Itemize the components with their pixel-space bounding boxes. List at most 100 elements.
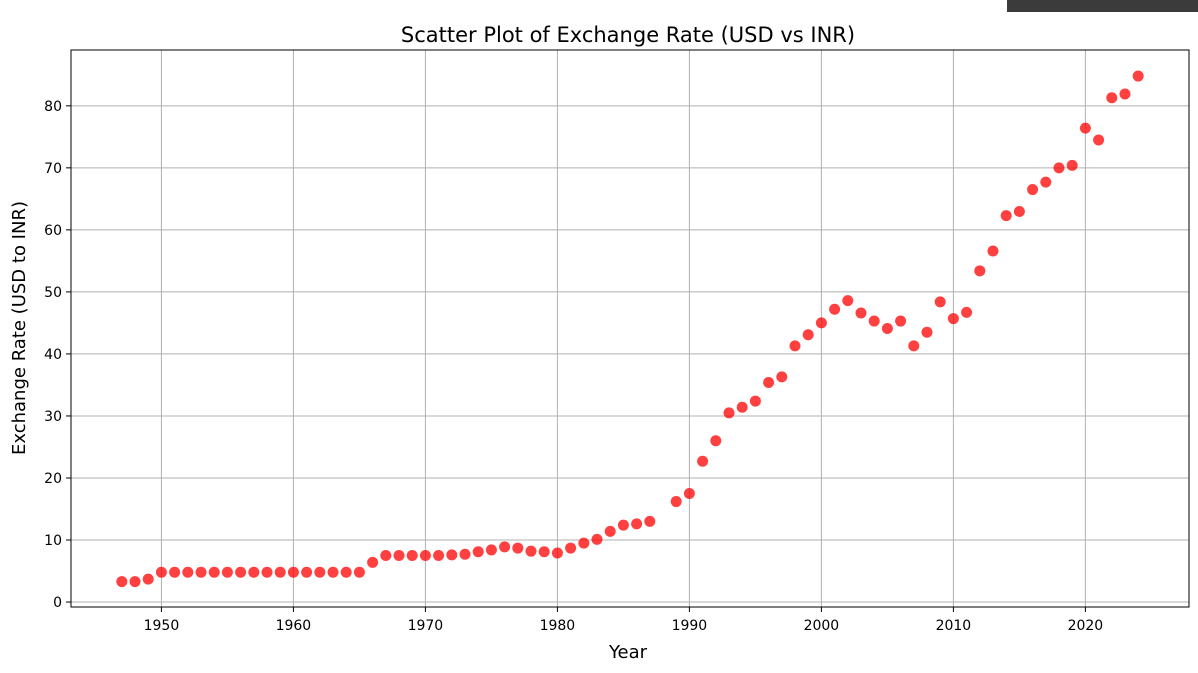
data-point (485, 544, 497, 556)
data-point (908, 340, 920, 352)
x-tick-label: 1970 (408, 618, 444, 634)
data-point (327, 566, 339, 578)
y-axis-ticks: 0 10 20 30 40 50 60 70 80 (44, 99, 71, 611)
data-point (406, 550, 418, 562)
data-point (142, 573, 154, 585)
data-point (446, 549, 458, 561)
data-point (947, 313, 959, 325)
plot-frame (70, 49, 1190, 608)
data-point (776, 371, 788, 383)
data-point (1093, 134, 1105, 146)
data-point (868, 315, 880, 327)
data-point (129, 576, 141, 588)
y-tick-label: 80 (44, 99, 62, 115)
data-point (644, 515, 656, 527)
data-point (235, 566, 247, 578)
x-tick-label: 2000 (804, 618, 840, 634)
data-point (604, 525, 616, 537)
data-point (221, 566, 233, 578)
data-point (287, 566, 299, 578)
y-tick-label: 70 (44, 161, 62, 177)
data-point (1000, 210, 1012, 222)
data-point (683, 487, 695, 499)
data-point (433, 550, 445, 562)
x-tick-label: 1990 (672, 618, 708, 634)
data-point (921, 326, 933, 338)
data-point (987, 245, 999, 257)
data-point (367, 556, 379, 568)
data-point (723, 407, 735, 419)
data-point (419, 550, 431, 562)
data-point (274, 566, 286, 578)
x-axis-ticks: 1950 1960 1970 1980 1990 2000 2010 2020 (144, 607, 1104, 634)
data-point (380, 550, 392, 562)
y-tick-label: 50 (44, 285, 62, 301)
data-point (974, 265, 986, 277)
data-point (1027, 184, 1039, 196)
data-point (670, 496, 682, 508)
data-point (314, 566, 326, 578)
data-point (749, 395, 761, 407)
data-point (1132, 70, 1144, 82)
data-point (155, 566, 167, 578)
data-point (881, 323, 893, 334)
grid-lines (71, 50, 1189, 607)
data-point (538, 546, 550, 558)
data-point (116, 576, 128, 588)
data-point (802, 329, 814, 341)
data-point (565, 542, 577, 554)
data-point (182, 566, 194, 578)
data-point (842, 295, 854, 307)
data-point (855, 307, 867, 319)
x-tick-label: 1960 (276, 618, 312, 634)
data-point (1119, 88, 1131, 100)
data-point (393, 550, 405, 562)
data-point (697, 455, 709, 467)
data-point (248, 566, 260, 578)
data-point (472, 546, 484, 558)
data-points (116, 70, 1144, 588)
data-point (551, 547, 563, 559)
data-point (829, 303, 841, 315)
y-tick-label: 0 (53, 595, 62, 611)
data-point (512, 542, 524, 554)
data-point (1013, 205, 1025, 217)
data-point (1066, 159, 1078, 171)
data-point (763, 376, 775, 388)
data-point (736, 401, 748, 413)
y-tick-label: 40 (44, 347, 62, 363)
data-point (169, 566, 181, 578)
data-point (895, 315, 907, 327)
y-tick-label: 20 (44, 471, 62, 487)
data-point (961, 306, 973, 318)
data-point (340, 566, 352, 578)
data-point (710, 435, 722, 447)
data-point (353, 566, 365, 578)
data-point (1040, 176, 1052, 188)
y-tick-label: 10 (44, 533, 62, 549)
data-point (789, 340, 801, 352)
y-tick-label: 60 (44, 223, 62, 239)
data-point (459, 548, 471, 560)
y-tick-label: 30 (44, 409, 62, 425)
chart-title: Scatter Plot of Exchange Rate (USD vs IN… (401, 23, 855, 47)
data-point (195, 566, 207, 578)
data-point (1079, 122, 1091, 134)
data-point (591, 533, 603, 545)
data-point (301, 566, 313, 578)
data-point (934, 296, 946, 308)
x-tick-label: 1950 (144, 618, 180, 634)
window-corner-bar (1007, 0, 1198, 12)
y-axis-label: Exchange Rate (USD to INR) (9, 201, 30, 455)
data-point (631, 518, 643, 530)
x-axis-label: Year (608, 642, 648, 663)
x-tick-label: 1980 (540, 618, 576, 634)
data-point (1106, 92, 1118, 104)
data-point (525, 545, 537, 557)
data-point (1053, 162, 1065, 174)
x-tick-label: 2020 (1068, 618, 1104, 634)
x-tick-label: 2010 (936, 618, 972, 634)
data-point (208, 566, 220, 578)
data-point (815, 317, 827, 329)
